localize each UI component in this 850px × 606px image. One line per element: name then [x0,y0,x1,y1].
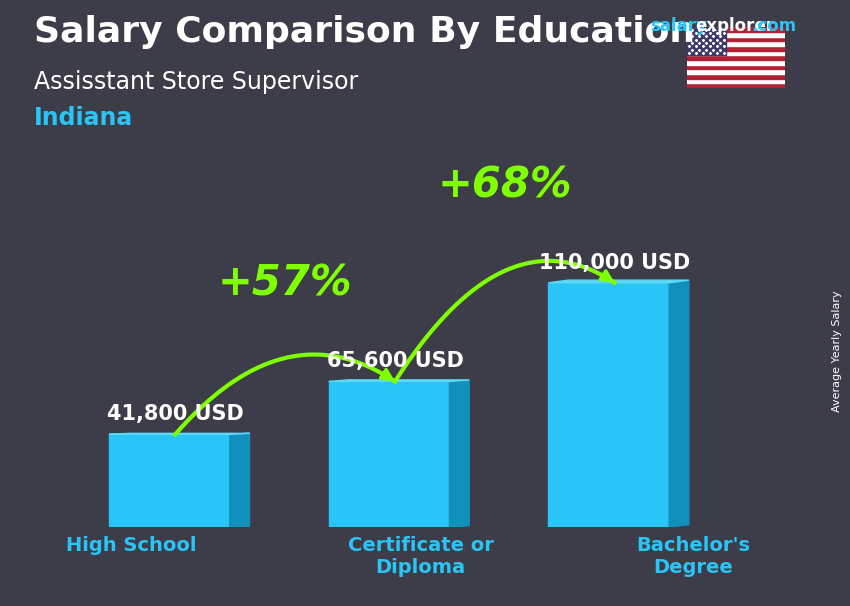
Text: Assisstant Store Supervisor: Assisstant Store Supervisor [34,70,358,94]
Text: salary: salary [650,17,707,35]
Bar [687,27,785,32]
Polygon shape [329,380,469,381]
Bar [687,46,785,50]
Bar [687,60,785,65]
Bar [687,55,785,60]
Text: 110,000 USD: 110,000 USD [539,253,690,273]
Bar [687,83,785,88]
Text: Certificate or
Diploma: Certificate or Diploma [348,536,494,578]
Text: Salary Comparison By Education: Salary Comparison By Education [34,15,695,49]
Bar [687,32,785,36]
Text: High School: High School [66,536,197,555]
Bar [687,41,785,46]
Text: .com: .com [751,17,796,35]
Bar [687,27,726,55]
Bar [687,36,785,41]
Polygon shape [669,280,689,527]
Text: 41,800 USD: 41,800 USD [107,404,244,424]
Bar [687,74,785,79]
Polygon shape [230,433,250,527]
Text: +57%: +57% [218,263,353,305]
Bar [548,283,669,527]
Bar [687,50,785,55]
Bar [687,65,785,69]
Text: +68%: +68% [438,164,572,206]
Text: 65,600 USD: 65,600 USD [326,351,463,371]
Text: Indiana: Indiana [34,106,133,130]
Polygon shape [109,433,250,435]
Polygon shape [548,280,688,283]
Polygon shape [450,380,469,527]
Text: Bachelor's
Degree: Bachelor's Degree [636,536,750,578]
Bar [687,79,785,83]
Text: Average Yearly Salary: Average Yearly Salary [832,291,842,412]
Text: explorer: explorer [695,17,774,35]
Bar [687,69,785,74]
Bar [109,435,230,527]
Bar [329,381,450,527]
